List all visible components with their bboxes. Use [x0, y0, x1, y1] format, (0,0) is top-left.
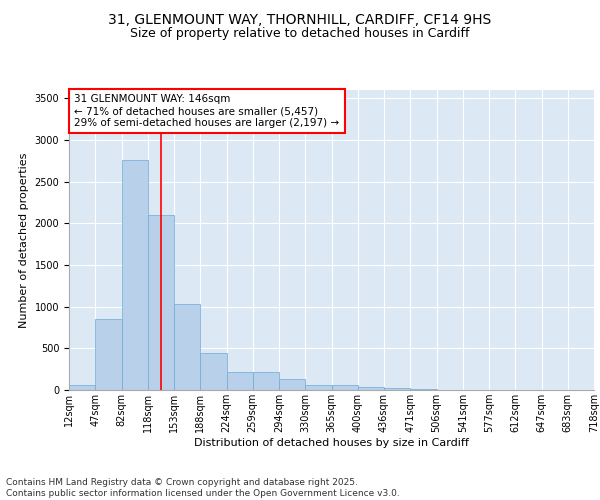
Text: 31 GLENMOUNT WAY: 146sqm
← 71% of detached houses are smaller (5,457)
29% of sem: 31 GLENMOUNT WAY: 146sqm ← 71% of detach… [74, 94, 340, 128]
Bar [174, 304, 200, 390]
Bar [384, 388, 410, 390]
Bar [358, 387, 384, 390]
Bar [331, 386, 358, 390]
Bar [69, 386, 95, 390]
Bar [121, 160, 148, 390]
Bar [200, 352, 227, 390]
Bar [305, 385, 331, 390]
X-axis label: Distribution of detached houses by size in Cardiff: Distribution of detached houses by size … [194, 438, 469, 448]
Bar [279, 379, 305, 390]
Y-axis label: Number of detached properties: Number of detached properties [19, 152, 29, 328]
Bar [148, 215, 174, 390]
Bar [227, 372, 253, 390]
Text: 31, GLENMOUNT WAY, THORNHILL, CARDIFF, CF14 9HS: 31, GLENMOUNT WAY, THORNHILL, CARDIFF, C… [109, 12, 491, 26]
Bar [95, 319, 121, 390]
Bar [410, 389, 437, 390]
Bar [253, 372, 279, 390]
Text: Size of property relative to detached houses in Cardiff: Size of property relative to detached ho… [130, 28, 470, 40]
Text: Contains HM Land Registry data © Crown copyright and database right 2025.
Contai: Contains HM Land Registry data © Crown c… [6, 478, 400, 498]
